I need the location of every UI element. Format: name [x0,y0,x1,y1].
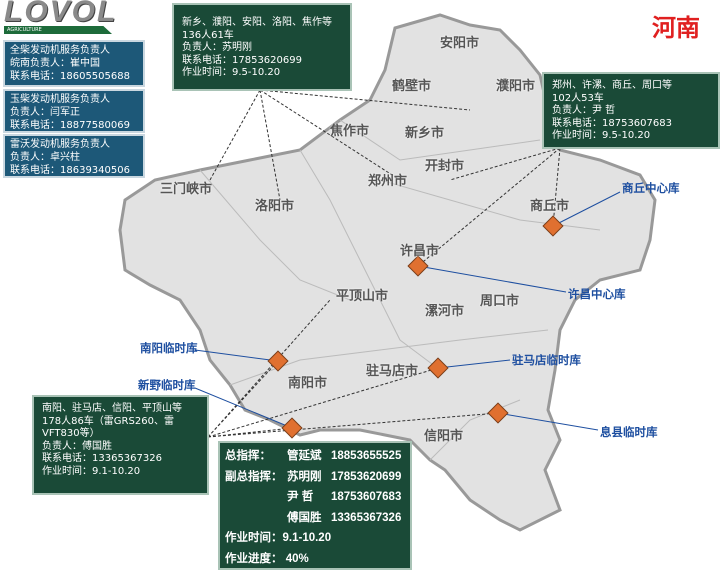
chief-phone: 18853655525 [331,450,402,462]
city-label: 焦作市 [330,124,370,139]
service-title: 全柴发动机服务负责人 [10,45,110,56]
service-phone: 联系电话：18639340506 [10,165,130,176]
service-title: 雷沃发动机服务负责人 [10,139,110,150]
progress-label: 作业进度： [225,552,283,565]
team-time: 作业时间：9.5-10.20 [182,67,281,78]
deputy-phone: 18753607683 [331,491,402,503]
city-label: 洛阳市 [255,199,295,214]
deputy-phone: 13365367326 [331,511,402,524]
warehouse-marker-xinye [281,417,303,439]
chief-name: 管延斌 [287,450,322,462]
deputy-name: 傅国胜 [287,511,322,524]
team-box-south: 南阳、驻马店、信阳、平顶山等 178人86车（雷GRS260、雷VFT830等）… [32,395,209,495]
warehouse-marker-xuchang [407,255,429,277]
deputy-name: 尹 哲 [287,491,314,503]
command-box: 总指挥： 管延斌 18853655525 副总指挥： 苏明刚 17853620699 尹… [218,441,412,570]
service-title: 玉柴发动机服务负责人 [10,94,110,105]
team-time: 作业时间：9.1-10.20 [42,465,141,477]
team-time: 作业时间：9.5-10.20 [552,130,651,141]
team-phone: 联系电话：18753607683 [552,117,672,129]
city-label: 安阳市 [440,36,480,51]
warehouse-marker-zhumadian [427,357,449,379]
logo-subtitle: AGRICULTURE [4,26,112,34]
team-phone: 联系电话：17853620699 [182,54,302,66]
city-label: 漯河市 [425,304,465,319]
warehouse-label-zhumadian: 驻马店临时库 [512,353,581,367]
city-label: 周口市 [480,294,520,309]
province-title: 河南 [652,14,700,42]
service-phone: 联系电话：18877580069 [10,120,130,131]
service-box-quanchai: 全柴发动机服务负责人 皖南负责人：崔中国 联系电话：18605505688 [3,40,145,87]
chief-label: 总指挥： [225,450,271,462]
progress-value: 40% [285,552,309,565]
warehouse-marker-nanyang [267,350,289,372]
warehouse-label-xuchang: 许昌中心库 [568,287,626,301]
service-person: 负责人：卓兴柱 [10,152,80,163]
service-phone: 联系电话：18605505688 [10,71,130,82]
team-box-north: 新乡、濮阳、安阳、洛阳、焦作等 136人61车 负责人：苏明刚 联系电话：178… [172,3,352,91]
lovol-logo: LOVOL [4,0,118,28]
team-size: 178人86车（雷GRS260、雷VFT830等） [42,415,174,440]
city-label: 三门峡市 [160,182,213,197]
city-label: 商丘市 [530,199,570,214]
city-label: 许昌市 [400,244,440,259]
service-person: 负责人：闫军正 [10,107,80,118]
connector-lines [207,89,561,438]
deputy-name: 苏明刚 [287,470,322,483]
team-area: 南阳、驻马店、信阳、平顶山等 [42,403,182,414]
team-size: 102人53车 [552,92,604,104]
team-person: 负责人：傅国胜 [42,440,112,452]
warehouse-marker-xixian [487,402,509,424]
team-person: 负责人：苏明刚 [182,42,252,53]
service-box-lovol: 雷沃发动机服务负责人 负责人：卓兴柱 联系电话：18639340506 [3,134,145,178]
city-label: 平顶山市 [336,289,389,304]
warehouse-pointers [194,191,621,431]
warehouse-label-xinye: 新野临时库 [138,378,196,392]
city-label: 鹤壁市 [392,79,432,94]
work-time: 作业时间：9.1-10.20 [225,532,332,544]
city-label: 南阳市 [288,376,328,391]
province-outline [118,13,657,532]
service-person: 皖南负责人：崔中国 [10,58,100,69]
deputy-phone: 17853620699 [331,470,402,483]
deputy-label: 副总指挥： [225,470,283,483]
city-label: 开封市 [425,159,465,174]
team-box-east: 郑州、许漯、商丘、周口等 102人53车 负责人：尹 哲 联系电话：187536… [542,72,720,149]
team-person: 负责人：尹 哲 [552,105,616,116]
warehouse-marker-shangqiu [542,215,564,237]
city-label: 驻马店市 [366,364,419,379]
warehouse-label-nanyang: 南阳临时库 [140,341,198,355]
city-label: 信阳市 [424,429,464,444]
service-box-yuchai: 玉柴发动机服务负责人 负责人：闫军正 联系电话：18877580069 [3,89,145,133]
team-phone: 联系电话：13365367326 [42,453,162,464]
city-label: 郑州市 [368,174,408,189]
team-area: 新乡、濮阳、安阳、洛阳、焦作等 [182,17,332,28]
team-size: 136人61车 [182,29,234,41]
team-area: 郑州、许漯、商丘、周口等 [552,80,672,91]
city-label: 新乡市 [405,126,445,141]
city-label: 濮阳市 [496,79,536,94]
warehouse-label-xixian: 息县临时库 [600,425,658,439]
warehouse-label-shangqiu: 商丘中心库 [622,181,680,195]
